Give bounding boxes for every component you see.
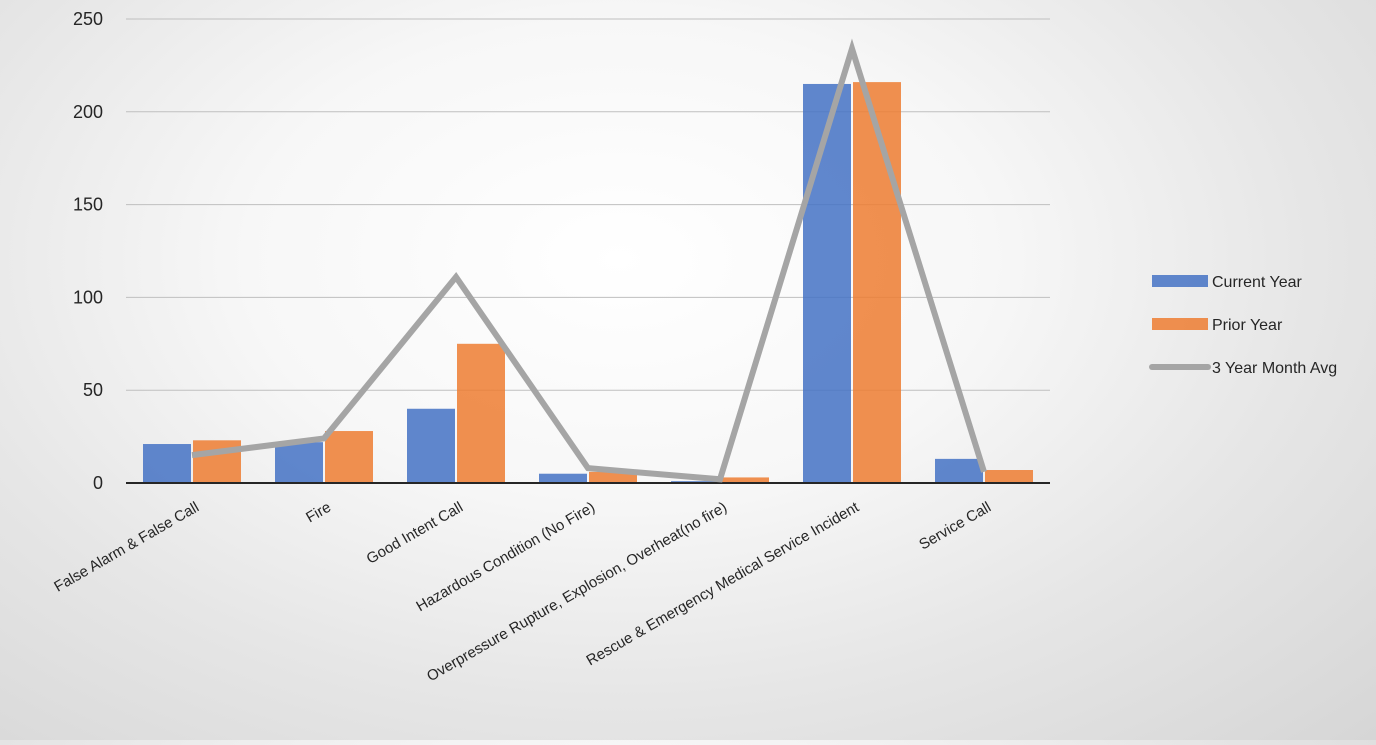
y-tick-label: 0	[93, 473, 103, 493]
bar-current-year	[275, 442, 323, 483]
bar-prior-year	[589, 471, 637, 483]
bars	[143, 82, 1033, 484]
bar-current-year	[143, 444, 191, 483]
bar-current-year	[803, 83, 851, 484]
avg-line-layer	[191, 38, 987, 483]
legend-label: Current Year	[1212, 274, 1303, 291]
bar-prior-year	[853, 82, 901, 483]
bar-prior-year	[721, 477, 769, 483]
bar-prior-year	[193, 440, 241, 483]
y-tick-label: 50	[83, 380, 103, 400]
gridlines	[126, 18, 1050, 391]
x-category-label: False Alarm & False Call	[51, 499, 202, 596]
x-category-label: Rescue & Emergency Medical Service Incid…	[583, 498, 862, 669]
legend-label: 3 Year Month Avg	[1212, 360, 1337, 377]
x-category-label: Overpressure Rupture, Explosion, Overhea…	[424, 499, 730, 685]
y-tick-label: 150	[73, 195, 103, 215]
y-tick-label: 100	[73, 287, 103, 307]
y-tick-label: 200	[73, 102, 103, 122]
x-category-label: Good Intent Call	[364, 499, 466, 568]
series-line-3-year-month-avg	[191, 38, 987, 483]
legend-label: Prior Year	[1212, 317, 1283, 334]
bar-prior-year	[985, 470, 1033, 483]
y-tick-label: 250	[73, 9, 103, 29]
bar-prior-year	[325, 431, 373, 483]
legend: Current Year Prior Year 3 Year Month Avg	[1149, 274, 1337, 377]
bar-current-year	[935, 458, 983, 483]
bar-current-year	[407, 408, 455, 483]
legend-swatch	[1152, 318, 1208, 330]
x-axis-category-labels: False Alarm & False Call Fire Good Intent …	[51, 498, 994, 685]
bar-prior-year	[457, 343, 505, 483]
legend-swatch	[1152, 275, 1208, 287]
bar-current-year	[539, 473, 587, 483]
x-category-label: Service Call	[916, 499, 994, 554]
y-axis-tick-labels: 0 50 100 150 200 250	[73, 9, 103, 493]
x-category-label: Fire	[303, 499, 334, 527]
